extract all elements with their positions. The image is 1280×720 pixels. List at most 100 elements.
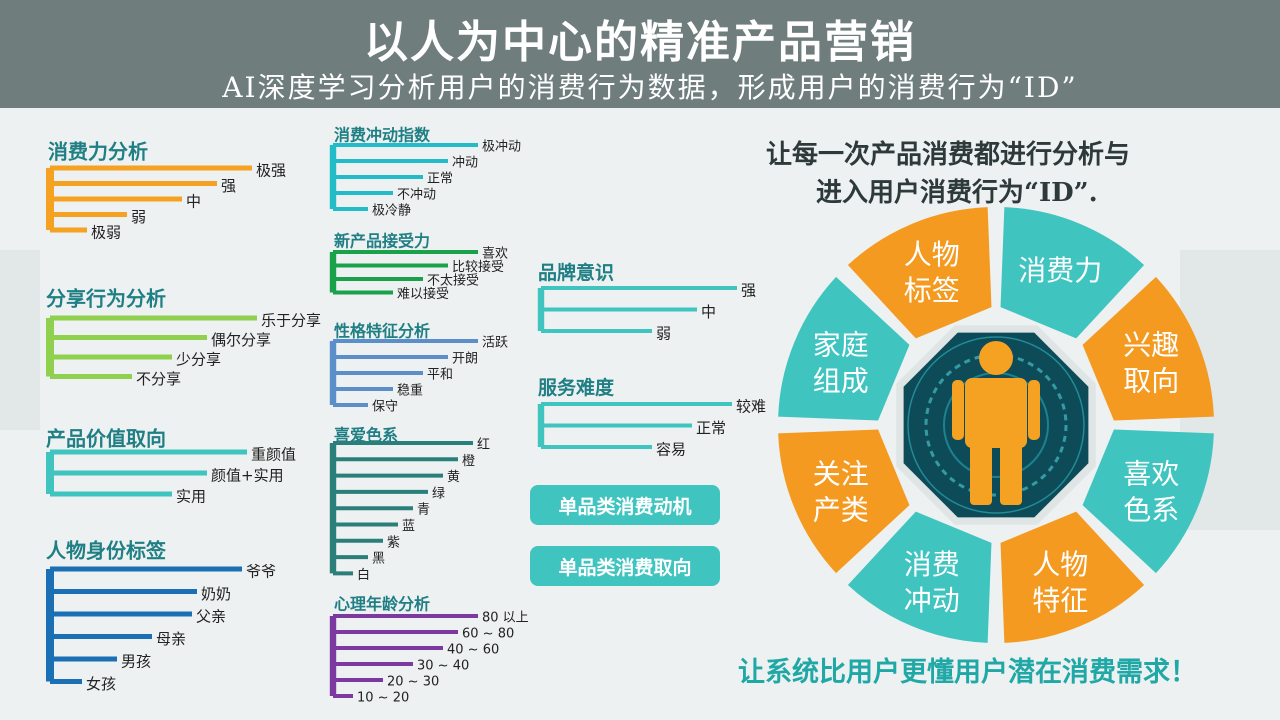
tree-item-label: 白 [357, 567, 370, 583]
tree-title: 消费力分析 [48, 140, 148, 164]
tree-item-label: 弱 [656, 325, 671, 343]
single-category-motive-button[interactable]: 单品类消费动机 [530, 485, 720, 525]
tree-item-label: 父亲 [196, 608, 226, 626]
tree-item-label: 保守 [372, 400, 398, 415]
header-bar: 以人为中心的精准产品营销 AI深度学习分析用户的消费行为数据，形成用户的消费行为… [0, 0, 1280, 108]
tree-item-label: 母亲 [156, 630, 186, 648]
tree-item-label: 实用 [176, 488, 206, 506]
wheel-segment [847, 511, 992, 643]
tree-title: 分享行为分析 [46, 287, 166, 311]
tree-title: 喜爱色系 [334, 426, 398, 445]
wheel-segment-label: 消费 [904, 548, 960, 581]
tree-item-label: 60 ~ 80 [462, 627, 514, 642]
tree-title: 性格特征分析 [334, 322, 430, 341]
tree-item-label: 20 ~ 30 [387, 675, 439, 690]
bottom-slogan: 让系统比用户更懂用户潜在消费需求！ [738, 657, 1197, 688]
tree-item-label: 80 以上 [482, 611, 529, 626]
wheel-segment-label: 消费力 [1018, 254, 1102, 287]
tree-item-label: 极冲动 [482, 140, 521, 155]
tree-item-label: 活跃 [482, 336, 508, 351]
wheel-segment-label: 产类 [813, 493, 869, 526]
tree-item-label: 弱 [131, 208, 146, 226]
wheel-segment-label: 标签 [904, 274, 960, 307]
tree-item-label: 中 [701, 303, 716, 321]
tree-item-label: 男孩 [121, 653, 151, 671]
tree-item-label: 女孩 [86, 675, 116, 693]
tree-item-label: 中 [186, 193, 201, 211]
tree-item-label: 极弱 [91, 224, 121, 242]
tree-item-label: 强 [221, 177, 236, 195]
tree-item-label: 30 ~ 40 [417, 659, 469, 674]
tree-item-label: 紫 [387, 535, 400, 550]
tree-title: 服务难度 [538, 376, 615, 399]
tree-item-label: 正常 [427, 172, 453, 187]
page-title: 以人为中心的精准产品营销 [364, 17, 916, 68]
tree-item-label: 稳重 [397, 383, 423, 399]
wheel-segment-label: 色系 [1123, 493, 1179, 526]
tree-item-label: 开朗 [452, 352, 478, 367]
tree-title: 心理年龄分析 [334, 595, 430, 614]
tree-title: 消费冲动指数 [334, 126, 431, 145]
tree-item-label: 不分享 [136, 370, 181, 388]
tree-item-label: 不冲动 [397, 188, 436, 203]
wheel-segment-label: 家庭 [813, 329, 869, 362]
wheel-segment [1082, 429, 1214, 574]
tree-item-label: 极强 [256, 162, 286, 180]
tree-item-label: 奶奶 [201, 585, 231, 603]
tree-item-label: 冲动 [452, 156, 478, 171]
tree-item-label: 强 [741, 282, 756, 300]
tree-item-label: 不太接受 [427, 273, 479, 289]
single-category-orientation-button[interactable]: 单品类消费取向 [530, 546, 720, 586]
tree-item-label: 乐于分享 [261, 312, 321, 330]
wheel-segment [778, 429, 910, 574]
tree-item-label: 难以接受 [397, 286, 449, 302]
tree-title: 人物身份标签 [46, 539, 167, 563]
tree-item-label: 40 ~ 60 [447, 643, 499, 658]
tree-item-label: 比较接受 [452, 259, 504, 275]
wheel-segment [1082, 276, 1214, 421]
wheel-segment [1000, 207, 1145, 339]
wheel-segment [847, 207, 992, 339]
tree-item-label: 偶尔分享 [211, 331, 271, 349]
tree-item-label: 重颜值 [251, 446, 296, 464]
tree-item-label: 容易 [656, 441, 686, 459]
wheel-segment-label: 人物 [904, 238, 960, 271]
wheel-segment-label: 兴趣 [1123, 329, 1179, 362]
wheel-segment [778, 276, 910, 421]
wheel-segment-label: 喜欢 [1123, 457, 1179, 490]
wheel-segment [1000, 511, 1145, 643]
tree-item-label: 青 [417, 503, 430, 518]
wheel-segment-label: 组成 [813, 365, 869, 398]
wheel-segment-label: 取向 [1123, 365, 1179, 398]
tree-item-label: 正常 [696, 419, 726, 437]
wheel-segment-label: 特征 [1032, 584, 1088, 617]
page-subtitle: AI深度学习分析用户的消费行为数据，形成用户的消费行为“ID” [222, 71, 1078, 104]
wheel-segment-label: 关注 [813, 457, 869, 490]
tree-item-label: 平和 [427, 368, 453, 383]
tree-item-label: 极冷静 [372, 204, 411, 219]
tree-item-label: 较难 [736, 398, 766, 416]
hud-ring-dashed [924, 353, 1068, 497]
tree-item-label: 红 [477, 437, 490, 453]
tree-item-label: 10 ~ 20 [357, 691, 409, 706]
tree-item-label: 喜欢 [482, 247, 508, 262]
tree-item-label: 爷爷 [246, 563, 276, 581]
hud-ring [907, 336, 1085, 514]
tree-item-label: 绿 [432, 486, 445, 501]
tree-item-label: 蓝 [402, 519, 415, 534]
tree-item-label: 颜值+实用 [211, 467, 284, 485]
tree-item-label: 黑 [372, 552, 385, 567]
tree-title: 品牌意识 [538, 261, 614, 284]
